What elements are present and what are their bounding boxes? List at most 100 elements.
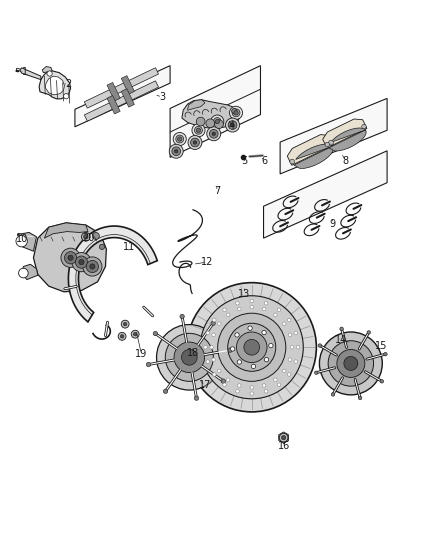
Circle shape [228, 120, 237, 130]
Polygon shape [107, 95, 120, 114]
Circle shape [290, 345, 293, 349]
Text: 16: 16 [279, 441, 291, 451]
Circle shape [277, 383, 281, 386]
Circle shape [118, 333, 126, 340]
Polygon shape [182, 100, 240, 128]
Circle shape [18, 268, 28, 278]
Circle shape [226, 378, 230, 382]
Text: 14: 14 [335, 335, 347, 345]
Circle shape [79, 260, 84, 265]
Circle shape [218, 322, 221, 326]
Circle shape [283, 322, 286, 326]
Polygon shape [264, 151, 387, 238]
Circle shape [232, 109, 240, 117]
Circle shape [173, 133, 186, 146]
Circle shape [340, 327, 343, 330]
Circle shape [210, 345, 213, 349]
Circle shape [64, 94, 69, 99]
Circle shape [47, 71, 52, 76]
Text: 1: 1 [21, 67, 28, 77]
Text: 7: 7 [214, 187, 220, 196]
Circle shape [228, 323, 276, 372]
Circle shape [250, 305, 254, 309]
Circle shape [211, 321, 215, 326]
Polygon shape [294, 144, 333, 168]
Circle shape [230, 106, 243, 119]
Circle shape [121, 320, 129, 328]
Circle shape [212, 358, 215, 361]
Circle shape [283, 369, 286, 373]
Circle shape [264, 302, 268, 305]
Circle shape [228, 348, 232, 352]
Circle shape [134, 333, 137, 336]
Text: 9: 9 [329, 219, 336, 229]
Polygon shape [39, 71, 71, 99]
Circle shape [274, 313, 277, 317]
Circle shape [294, 331, 297, 335]
Circle shape [230, 347, 235, 351]
Circle shape [196, 128, 201, 133]
Circle shape [212, 373, 216, 376]
Circle shape [362, 124, 366, 129]
Circle shape [188, 135, 202, 149]
Text: 3: 3 [159, 92, 165, 102]
Circle shape [221, 379, 226, 383]
Polygon shape [20, 68, 41, 79]
Circle shape [264, 358, 268, 362]
Circle shape [237, 360, 242, 364]
Polygon shape [85, 81, 159, 121]
Circle shape [237, 384, 241, 387]
Circle shape [61, 248, 80, 268]
Polygon shape [45, 76, 64, 95]
Circle shape [68, 255, 73, 261]
Circle shape [172, 147, 180, 156]
Circle shape [131, 330, 139, 338]
Circle shape [231, 123, 234, 127]
Circle shape [250, 299, 254, 303]
Circle shape [296, 345, 300, 349]
Circle shape [174, 342, 205, 373]
Text: 15: 15 [375, 341, 388, 351]
Circle shape [244, 340, 260, 355]
Circle shape [193, 141, 197, 144]
Text: 10: 10 [15, 234, 28, 244]
Circle shape [262, 308, 266, 311]
Circle shape [192, 124, 205, 137]
Circle shape [262, 330, 266, 335]
Polygon shape [75, 66, 170, 127]
Circle shape [84, 235, 88, 239]
Circle shape [290, 159, 294, 164]
Circle shape [156, 325, 222, 390]
Circle shape [274, 378, 277, 382]
Polygon shape [287, 135, 334, 165]
Text: 20: 20 [82, 233, 94, 243]
Circle shape [262, 384, 266, 387]
Circle shape [212, 318, 216, 322]
Circle shape [218, 313, 286, 381]
Text: 4: 4 [229, 121, 235, 131]
Circle shape [153, 332, 158, 336]
Circle shape [288, 358, 292, 361]
Text: 8: 8 [343, 156, 349, 166]
Circle shape [191, 138, 199, 147]
Circle shape [237, 308, 241, 311]
Circle shape [358, 396, 362, 400]
Circle shape [367, 330, 371, 334]
Circle shape [294, 360, 297, 364]
Circle shape [234, 111, 238, 115]
Polygon shape [68, 226, 157, 322]
Circle shape [64, 252, 77, 264]
Circle shape [319, 332, 382, 395]
Circle shape [194, 396, 199, 400]
Circle shape [176, 135, 184, 143]
Text: 11: 11 [124, 242, 136, 252]
Circle shape [215, 119, 219, 124]
Circle shape [213, 118, 221, 125]
Circle shape [344, 357, 358, 370]
Circle shape [163, 389, 168, 393]
Circle shape [180, 314, 184, 319]
Circle shape [196, 117, 205, 126]
Circle shape [328, 341, 374, 386]
Circle shape [287, 373, 291, 376]
Text: 2: 2 [65, 79, 71, 89]
